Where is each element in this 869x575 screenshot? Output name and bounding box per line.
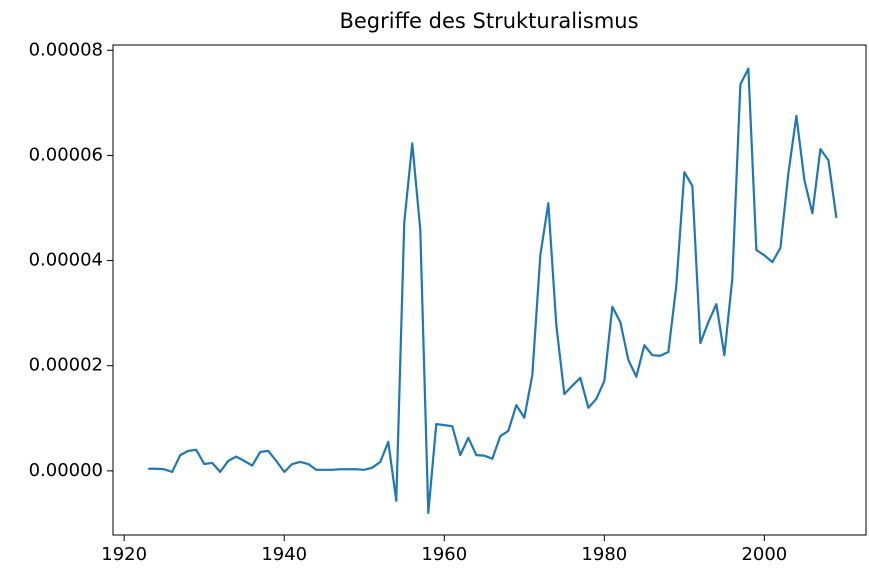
- x-tick-label: 1960: [421, 544, 467, 565]
- y-tick-label: 0.00006: [29, 144, 103, 165]
- y-tick-label: 0.00002: [29, 355, 103, 376]
- x-tick-label: 1980: [581, 544, 627, 565]
- x-tick-label: 1920: [101, 544, 147, 565]
- plot-frame: [112, 44, 867, 536]
- y-tick-label: 0.00008: [29, 39, 103, 60]
- data-line: [148, 67, 838, 515]
- y-tick-label: 0.00004: [29, 250, 103, 271]
- x-tick-label: 1940: [261, 544, 307, 565]
- y-tick-label: 0.00000: [29, 460, 103, 481]
- chart-title: Begriffe des Strukturalismus: [339, 9, 638, 33]
- x-tick-label: 2000: [741, 544, 787, 565]
